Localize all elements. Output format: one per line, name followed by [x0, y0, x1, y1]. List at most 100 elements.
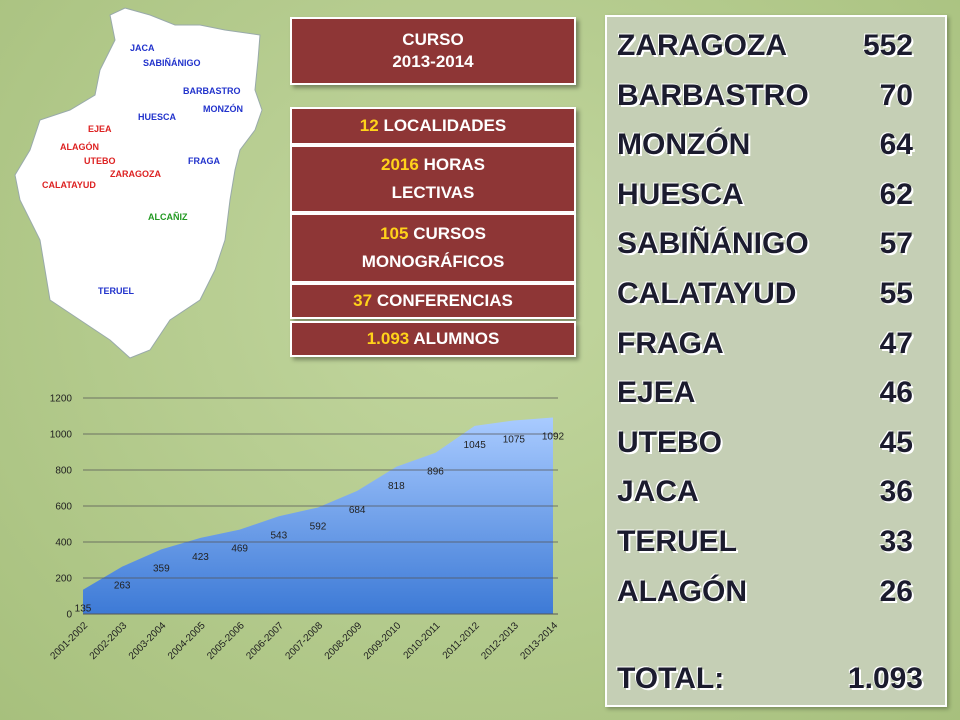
table-row: JACA 36: [617, 475, 913, 509]
fact-box: 37 CONFERENCIAS: [290, 283, 576, 319]
y-tick-label: 600: [55, 502, 72, 513]
y-tick-label: 200: [55, 574, 72, 585]
x-tick-label: 2011-2012: [441, 620, 482, 661]
table-row: TOTAL: 1.093: [617, 662, 923, 696]
y-tick-label: 1200: [50, 394, 73, 405]
table-row: ZARAGOZA 552: [617, 29, 913, 63]
fact-number: 12: [359, 116, 379, 135]
table-row: CALATAYUD 55: [617, 277, 913, 311]
data-label: 263: [114, 581, 131, 592]
y-tick-label: 1000: [50, 430, 73, 441]
map-label: BARBASTRO: [183, 86, 241, 96]
fact-label: HORAS LECTIVAS: [391, 155, 485, 202]
fact-number: 1.093: [366, 329, 410, 348]
fact-number: 2016: [381, 155, 419, 174]
map-shape: [14, 7, 263, 359]
map-label: TERUEL: [98, 286, 135, 296]
x-tick-label: 2002-2003: [88, 620, 130, 662]
x-tick-label: 2004-2005: [166, 620, 208, 662]
fact-label: LOCALIDADES: [383, 116, 507, 135]
row-value: 26: [879, 574, 913, 608]
row-name: FRAGA: [617, 326, 724, 360]
row-value: 70: [879, 78, 913, 112]
map-label: HUESCA: [138, 112, 177, 122]
table: ZARAGOZA 552 BARBASTRO 70 MONZÓN 64 HUESCA 62 SA…: [605, 15, 947, 707]
fact-label: ALUMNOS: [413, 329, 500, 348]
fact-label: CONFERENCIAS: [376, 291, 513, 310]
area: [83, 417, 553, 614]
fact-box: 2016 HORAS LECTIVAS: [290, 145, 576, 213]
row-value: 46: [879, 376, 913, 410]
row-value: 1.093: [847, 662, 923, 695]
y-tick-label: 800: [55, 466, 72, 477]
row-name: SABIÑÁNIGO: [617, 227, 809, 261]
table-row: MONZÓN 64: [617, 128, 913, 162]
course-box: CURSO 2013-2014: [290, 17, 576, 85]
course-years: 2013-2014: [392, 52, 474, 71]
table-row: EJEA 46: [617, 376, 913, 410]
data-label: 423: [192, 552, 209, 563]
x-tick-label: 2001-2002: [49, 620, 91, 662]
x-tick-label: 2003-2004: [127, 620, 169, 662]
fact-box: 105 CURSOS MONOGRÁFICOS: [290, 213, 576, 283]
data-label: 592: [310, 521, 327, 532]
map-label: MONZÓN: [203, 103, 243, 114]
data-label: 135: [75, 604, 92, 615]
row-value: 47: [879, 326, 913, 360]
y-tick-label: 400: [55, 538, 72, 549]
fact-box: 12 LOCALIDADES: [290, 107, 576, 145]
row-value: 64: [879, 128, 913, 162]
map-label: ZARAGOZA: [110, 169, 161, 179]
x-tick-label: 2008-2009: [323, 620, 365, 662]
data-label: 543: [270, 530, 287, 541]
course-title: CURSO: [402, 30, 464, 49]
row-name: TERUEL: [617, 525, 737, 558]
map-label: SABIÑÁNIGO: [143, 58, 201, 68]
row-name: UTEBO: [617, 425, 722, 459]
data-label: 359: [153, 563, 170, 574]
row-name: TOTAL:: [617, 662, 725, 695]
map-label: ALAGÓN: [60, 141, 99, 152]
x-tick-label: 2010-2011: [402, 620, 443, 661]
map-label: ALCAÑIZ: [148, 212, 188, 222]
data-label: 818: [388, 481, 405, 492]
table-row: UTEBO 45: [617, 426, 913, 460]
data-label: 1092: [542, 431, 565, 442]
x-tick-label: 2013-2014: [519, 620, 561, 662]
table-row: ALAGÓN 26: [617, 575, 913, 609]
row-name: CALATAYUD: [617, 277, 797, 310]
y-tick-label: 0: [66, 610, 72, 621]
fact-number: 37: [353, 291, 373, 310]
row-name: EJEA: [617, 376, 696, 410]
table-row: FRAGA 47: [617, 327, 913, 361]
x-tick-label: 2009-2010: [362, 620, 404, 662]
data-label: 896: [427, 467, 444, 478]
chart: 0 200 400 600 800 1000 1200 2001-2002 135 2002-20…: [49, 394, 565, 662]
map-label: UTEBO: [84, 156, 116, 166]
fact-box: 1.093 ALUMNOS: [290, 321, 576, 357]
data-label: 1075: [503, 435, 526, 446]
map-label: FRAGA: [188, 156, 220, 166]
data-label: 469: [231, 544, 248, 555]
row-value: 552: [862, 29, 913, 62]
table-row: HUESCA 62: [617, 178, 913, 212]
row-value: 57: [879, 227, 913, 261]
map-label: EJEA: [88, 124, 112, 134]
row-value: 62: [879, 177, 913, 211]
map-label: CALATAYUD: [42, 180, 96, 190]
row-value: 36: [879, 475, 913, 509]
row-name: JACA: [617, 475, 699, 509]
x-tick-label: 2005-2006: [205, 620, 247, 662]
x-tick-label: 2007-2008: [284, 620, 326, 662]
fact-number: 105: [380, 224, 409, 243]
row-name: MONZÓN: [617, 128, 751, 162]
data-label: 684: [349, 505, 366, 516]
fact-label: CURSOS MONOGRÁFICOS: [361, 224, 505, 271]
row-name: ZARAGOZA: [617, 29, 787, 62]
row-name: BARBASTRO: [617, 78, 809, 112]
row-value: 33: [879, 525, 913, 558]
table-row: SABIÑÁNIGO 57: [617, 227, 913, 261]
map: JACA SABIÑÁNIGO BARBASTRO MONZÓN HUESCA …: [14, 7, 263, 359]
row-value: 45: [879, 425, 913, 459]
